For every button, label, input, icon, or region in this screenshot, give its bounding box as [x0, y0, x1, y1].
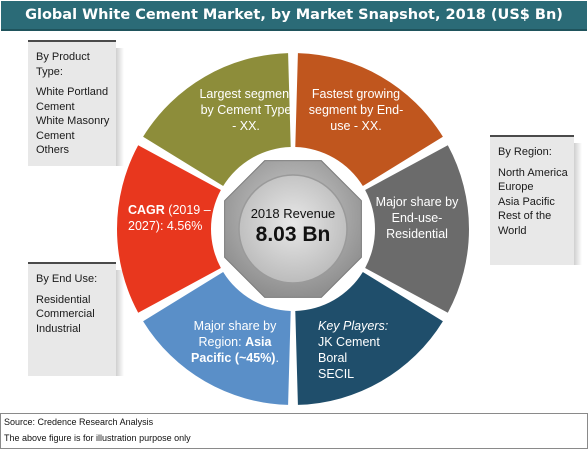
- end-use-list: Residential Commercial Industrial: [28, 293, 116, 337]
- list-item: White Masonry Cement: [36, 115, 110, 142]
- segment-fastest-label: Fastest growing segment by End-use - XX.: [308, 87, 404, 133]
- list-item: Europe: [498, 181, 534, 193]
- segment-cagr-label: CAGR (2019 – 2027): 4.56%: [128, 203, 211, 233]
- source-note: Source: Credence Research Analysis: [4, 417, 154, 427]
- list-item: White Portland Cement: [36, 86, 109, 113]
- list-item: SECIL: [318, 367, 355, 381]
- end-use-panel: By End Use: Residential Commercial Indus…: [28, 262, 124, 376]
- footer: Source: Credence Research Analysis The a…: [0, 413, 588, 449]
- center-revenue: 2018 Revenue 8.03 Bn: [243, 206, 343, 247]
- segment-residential: [365, 145, 470, 313]
- region-list: North America Europe Asia Pacific Rest o…: [490, 166, 574, 239]
- page-title: Global White Cement Market, by Market Sn…: [25, 7, 563, 23]
- region-heading: By Region:: [498, 146, 552, 158]
- segment-largest-label: Largest segment by Cement Type - XX.: [199, 87, 293, 133]
- segment-key-players: [295, 271, 443, 405]
- center-disc: [238, 174, 348, 284]
- illustration-note: The above figure is for illustration pur…: [4, 433, 191, 443]
- segment-asia: [143, 271, 291, 405]
- players-title: Key Players:: [318, 319, 389, 333]
- list-item: Residential: [36, 293, 91, 306]
- segment-cagr: [117, 145, 221, 313]
- list-item: Commercial: [36, 308, 95, 320]
- segment-asia-label: Major share by Region: Asia Pacific (~45…: [191, 319, 279, 365]
- revenue-value: 8.03 Bn: [255, 223, 331, 246]
- list-item: Rest of the World: [498, 210, 552, 237]
- list-item: North America: [498, 166, 568, 179]
- revenue-label: 2018 Revenue: [250, 206, 336, 221]
- segment-players-label: Key Players: JK Cement Boral SECIL: [318, 318, 404, 382]
- segment-residential-label: Major share by End-use-Residential: [375, 195, 459, 241]
- end-use-heading: By End Use:: [36, 273, 98, 285]
- region-panel: By Region: North America Europe Asia Pac…: [490, 135, 582, 265]
- product-type-list: White Portland Cement White Masonry Ceme…: [28, 85, 116, 158]
- cagr-heading: CAGR: [128, 203, 165, 217]
- list-item: Boral: [318, 351, 348, 365]
- product-type-panel: By Product Type: White Portland Cement W…: [28, 40, 124, 166]
- list-item: JK Cement: [318, 335, 380, 349]
- asia-share: Asia Pacific (~45%): [191, 335, 276, 365]
- segment-largest: [143, 53, 291, 187]
- list-item: Others: [36, 144, 70, 156]
- list-item: Asia Pacific: [498, 195, 555, 208]
- segment-fastest: [295, 53, 443, 187]
- list-item: Industrial: [36, 322, 81, 335]
- product-type-heading: By Product Type:: [36, 51, 90, 78]
- donut-segments: [117, 53, 470, 405]
- title-bar: Global White Cement Market, by Market Sn…: [1, 1, 587, 31]
